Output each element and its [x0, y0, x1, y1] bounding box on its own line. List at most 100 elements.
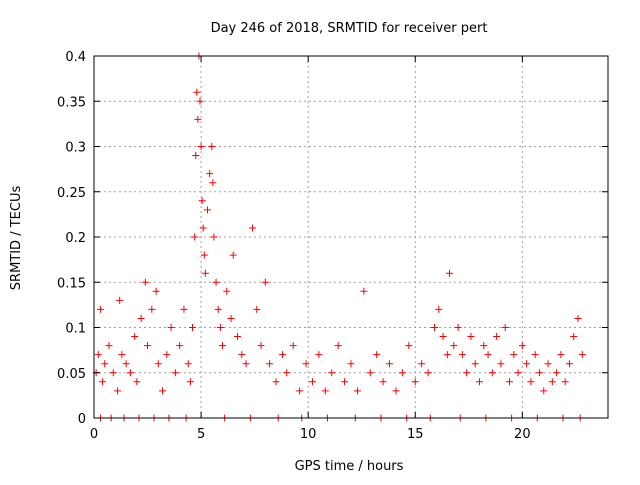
- data-point: [193, 88, 201, 96]
- data-point: [411, 378, 419, 386]
- data-point: [501, 324, 509, 331]
- data-point: [283, 369, 291, 377]
- data-point: [493, 333, 501, 341]
- x-tick-label: 5: [197, 427, 205, 442]
- data-point: [204, 206, 212, 214]
- data-point: [424, 369, 432, 377]
- data-point: [450, 342, 458, 350]
- data-point: [431, 324, 439, 331]
- data-point: [535, 369, 543, 377]
- data-point: [114, 387, 122, 395]
- data-point: [398, 369, 406, 377]
- data-point: [373, 351, 381, 359]
- data-point: [527, 378, 535, 386]
- data-point: [392, 387, 400, 395]
- y-tick-label: 0.3: [65, 141, 86, 156]
- data-point: [238, 351, 246, 359]
- data-point: [418, 360, 426, 368]
- data-point: [505, 378, 513, 386]
- data-point: [439, 333, 447, 341]
- data-point: [443, 351, 451, 359]
- data-point: [186, 378, 194, 386]
- data-point: [216, 324, 224, 331]
- data-point: [201, 269, 209, 277]
- data-point: [171, 369, 179, 377]
- data-point: [518, 342, 526, 350]
- data-point: [196, 97, 204, 105]
- data-point: [386, 360, 394, 368]
- data-point: [189, 324, 197, 331]
- data-point: [137, 314, 145, 322]
- data-point: [223, 287, 231, 295]
- data-point: [266, 360, 274, 368]
- data-point: [99, 378, 107, 386]
- data-point: [523, 360, 531, 368]
- data-point: [454, 324, 462, 331]
- data-point: [131, 333, 139, 341]
- data-point: [578, 351, 586, 359]
- data-point: [199, 224, 207, 232]
- y-tick-label: 0.4: [65, 50, 86, 65]
- data-point: [192, 152, 200, 160]
- axis-layer: 0 0.05 0.1 0.15 0.2 0.25 0.3 0.35 0.4 0 5 10 15 20: [57, 50, 608, 442]
- data-point: [334, 342, 342, 350]
- data-point: [209, 179, 217, 187]
- data-point: [488, 369, 496, 377]
- data-point: [163, 351, 171, 359]
- data-point: [96, 305, 104, 313]
- data-point: [191, 233, 199, 241]
- chart-title: Day 246 of 2018, SRMTID for receiver per…: [211, 21, 488, 36]
- data-point: [565, 360, 573, 368]
- data-point: [198, 197, 206, 205]
- data-point: [484, 351, 492, 359]
- data-point: [229, 251, 237, 259]
- data-point: [214, 305, 222, 313]
- data-point: [248, 224, 256, 232]
- y-tick-label: 0.25: [57, 186, 86, 201]
- y-axis-label: SRMTID / TECUs: [9, 186, 24, 291]
- data-point: [308, 378, 316, 386]
- data-point: [561, 378, 569, 386]
- data-point: [557, 351, 565, 359]
- data-point: [315, 351, 323, 359]
- data-point: [353, 387, 361, 395]
- data-point: [109, 369, 117, 377]
- data-point: [148, 305, 156, 313]
- y-tick-label: 0: [78, 412, 86, 427]
- data-point: [154, 360, 162, 368]
- data-point: [379, 378, 387, 386]
- data-point: [197, 143, 205, 150]
- data-point: [212, 278, 220, 286]
- y-tick-label: 0.35: [57, 95, 86, 110]
- data-point: [101, 360, 109, 368]
- data-point: [544, 360, 552, 368]
- data-point: [133, 378, 141, 386]
- x-axis-label: GPS time / hours: [295, 459, 404, 474]
- data-point: [126, 369, 134, 377]
- data-point: [141, 278, 149, 286]
- data-point: [548, 378, 556, 386]
- grid-layer: [94, 56, 608, 418]
- data-point: [435, 305, 443, 313]
- x-tick-label: 0: [90, 427, 98, 442]
- data-point: [176, 342, 184, 350]
- data-point: [347, 360, 355, 368]
- data-point: [118, 351, 126, 359]
- data-point: [116, 296, 124, 304]
- x-tick-label: 20: [514, 427, 531, 442]
- data-point: [272, 378, 280, 386]
- data-point: [206, 170, 214, 178]
- data-point: [467, 333, 475, 341]
- data-point: [366, 369, 374, 377]
- data-point: [227, 314, 235, 322]
- data-point: [405, 342, 413, 350]
- data-point: [261, 278, 269, 286]
- data-point: [360, 287, 368, 295]
- data-point: [159, 387, 167, 395]
- data-point: [570, 333, 578, 341]
- y-tick-label: 0.1: [65, 322, 86, 337]
- y-tick-label: 0.2: [65, 231, 86, 246]
- y-tick-label: 0.05: [57, 367, 86, 382]
